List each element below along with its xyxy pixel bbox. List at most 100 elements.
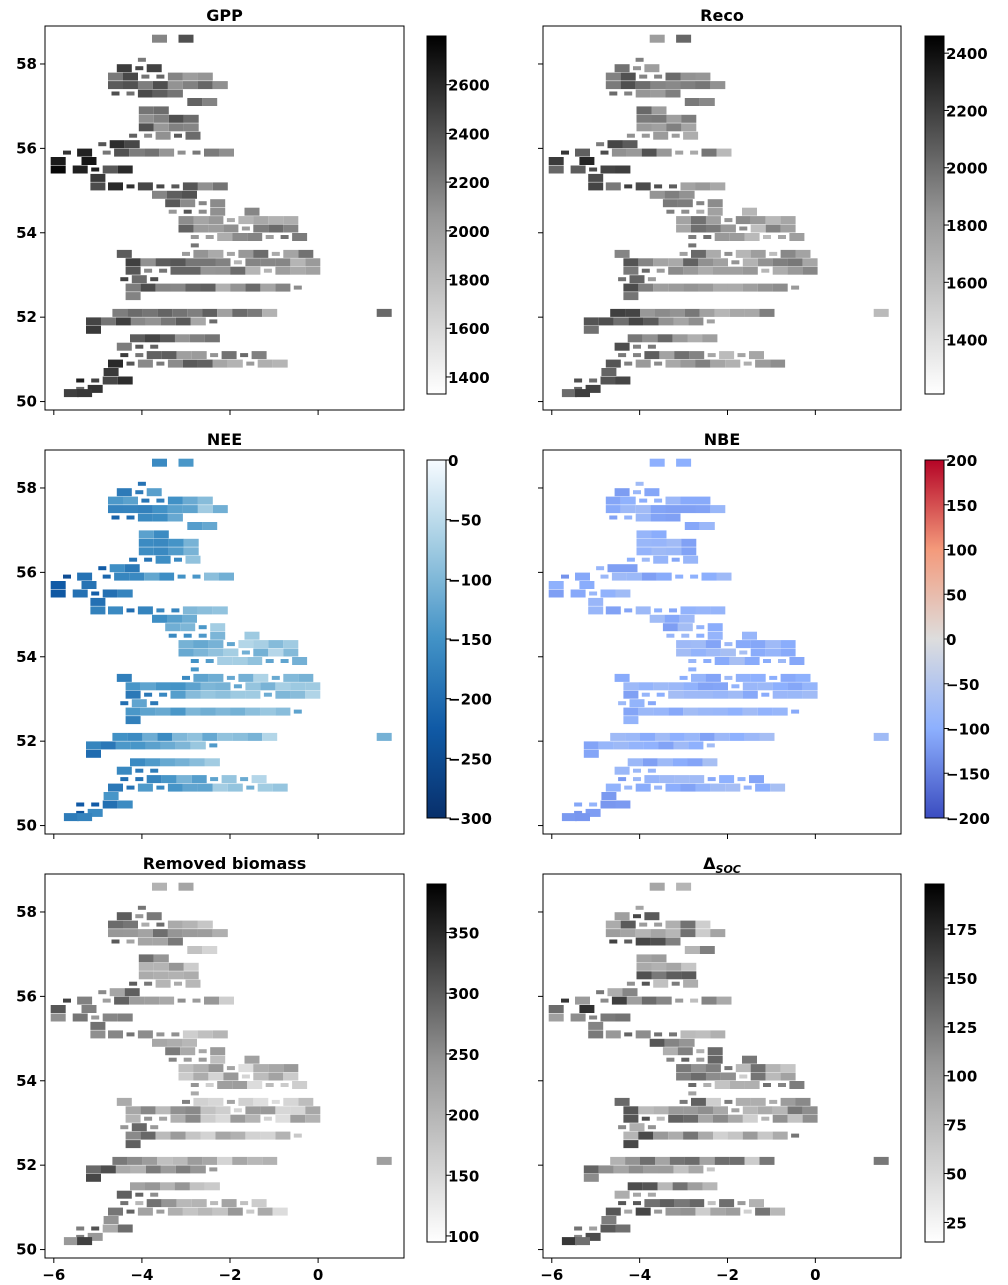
grid-cell: [108, 1030, 123, 1039]
grid-cell: [182, 1207, 198, 1216]
grid-cell: [615, 165, 631, 174]
grid-cell: [77, 813, 93, 822]
grid-cell: [636, 538, 652, 547]
grid-cell: [802, 266, 818, 275]
grid-cell: [293, 709, 302, 714]
grid-cell: [647, 1192, 656, 1197]
grid-cell: [245, 682, 261, 691]
grid-cell: [90, 182, 106, 191]
grid-cell: [626, 557, 635, 562]
grid-cell: [103, 792, 119, 800]
grid-cell: [672, 1182, 688, 1191]
grid-cell: [689, 1199, 705, 1208]
grid-cell: [624, 1032, 633, 1037]
grid-cell: [167, 190, 182, 199]
grid-cell: [653, 682, 669, 691]
grid-cell: [137, 182, 153, 191]
grid-cell: [76, 1234, 85, 1239]
grid-cell: [217, 1156, 233, 1165]
grid-cell: [137, 937, 153, 946]
grid-cell: [137, 1207, 153, 1216]
grid-cell: [548, 157, 564, 165]
grid-cell: [643, 1165, 659, 1174]
grid-cell: [212, 1207, 228, 1216]
grid-cell: [716, 148, 732, 157]
grid-cell: [651, 538, 667, 547]
grid-cell: [138, 530, 154, 539]
grid-cell: [625, 732, 641, 741]
grid-cell: [691, 249, 706, 258]
grid-cell: [182, 182, 198, 191]
grid-cell: [702, 758, 718, 767]
grid-cell: [183, 962, 199, 971]
grid-cells: [548, 882, 889, 1246]
grid-cell: [681, 962, 697, 971]
grid-cell: [757, 1106, 773, 1115]
grid-cell: [658, 1165, 674, 1174]
grid-cell: [761, 692, 770, 697]
grid-cell: [607, 988, 623, 997]
grid-cell: [212, 1030, 228, 1039]
grid-cell: [729, 1081, 745, 1089]
grid-cell: [647, 701, 656, 706]
grid-cell: [696, 209, 705, 214]
grid-cell: [145, 1165, 161, 1174]
grid-cell: [769, 1099, 778, 1104]
grid-cell: [689, 351, 705, 360]
grid-cell: [600, 1013, 616, 1022]
grid-cell: [170, 283, 186, 292]
grid-cell: [706, 743, 715, 748]
grid-cell: [588, 1030, 604, 1039]
colorbar-tick-label: 1800: [946, 217, 988, 235]
grid-cell: [63, 574, 71, 579]
grid-cell: [141, 498, 150, 503]
grid-cell: [271, 675, 280, 680]
grid-cell: [688, 659, 697, 663]
panel-2: Reco 1400 1600 1800 2000 2200 2400: [538, 6, 988, 415]
colorbar-tick-label: 125: [946, 1019, 977, 1037]
grid-cell: [681, 547, 697, 556]
grid-cell: [283, 216, 299, 225]
grid-cell: [227, 359, 243, 368]
grid-cell: [146, 775, 162, 784]
grid-cell: [283, 1072, 299, 1081]
grid-cell: [198, 209, 207, 214]
grid-cell: [614, 912, 630, 921]
x-tick-label: −4: [628, 1266, 651, 1284]
grid-cell: [690, 574, 699, 579]
grid-cell: [755, 359, 771, 368]
panel-title: ΔSOC: [703, 854, 741, 876]
grid-cell: [91, 802, 100, 807]
grid-cell: [135, 490, 144, 495]
grid-cell: [635, 1030, 651, 1039]
grid-cell: [271, 1099, 280, 1104]
grid-cell: [635, 481, 644, 486]
grid-cell: [202, 308, 218, 317]
grid-cell: [244, 631, 260, 640]
grid-cell: [208, 673, 224, 682]
grid-cell: [241, 226, 250, 231]
grid-cell: [290, 266, 306, 275]
grid-cell: [200, 283, 216, 292]
grid-cell: [687, 334, 703, 343]
grid-cell: [657, 758, 673, 767]
grid-cell: [684, 732, 700, 741]
grid-cell: [651, 971, 667, 980]
grid-cell: [679, 614, 695, 623]
grid-cells: [50, 34, 392, 398]
grid-cell: [636, 954, 652, 963]
grid-cell: [116, 766, 132, 775]
grid-cell: [699, 946, 715, 954]
grid-cell: [226, 675, 235, 680]
grid-cell: [115, 741, 131, 750]
grid-cell: [624, 785, 633, 790]
grid-cell: [145, 741, 161, 750]
grid-cell: [167, 1038, 182, 1047]
grid-cell: [696, 1057, 705, 1062]
grid-cell: [126, 184, 135, 189]
grid-cell: [178, 458, 194, 467]
grid-cell: [305, 1106, 321, 1115]
grid-cell: [174, 981, 182, 986]
grid-cell: [655, 308, 670, 317]
grid-cell: [665, 359, 681, 368]
